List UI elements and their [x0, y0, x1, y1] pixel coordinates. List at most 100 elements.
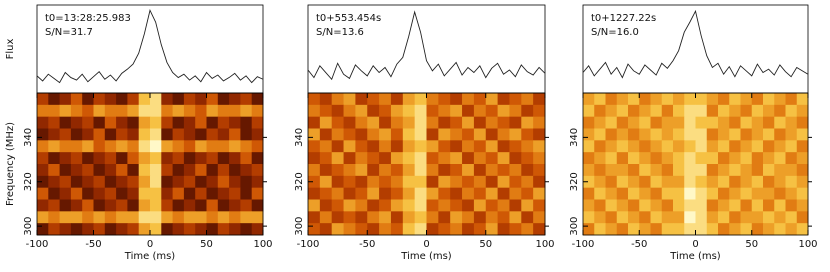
heatmap-cell [673, 128, 685, 141]
heatmap-cell [82, 211, 94, 224]
heatmap-cell [605, 152, 618, 165]
heatmap-cell [426, 140, 439, 153]
heatmap-cell [37, 175, 49, 189]
heatmap-cell [93, 211, 106, 224]
heatmap-cell [605, 164, 618, 177]
heatmap-cell [650, 187, 663, 200]
heatmap-cell [331, 199, 344, 212]
heatmap-cell [195, 175, 207, 189]
heatmap-cell [390, 187, 404, 200]
heatmap-cell [195, 140, 207, 153]
heatmap-cell [308, 104, 321, 118]
heatmap-cell [605, 211, 618, 224]
heatmap-cell [402, 93, 416, 106]
heatmap-cell [251, 104, 264, 118]
heatmap-cell [533, 211, 546, 224]
heatmap-cell [650, 104, 663, 118]
heatmap-cell [684, 211, 696, 224]
heatmap-cell [594, 187, 606, 200]
heatmap-cell [308, 152, 321, 165]
heatmap-cell [93, 152, 106, 165]
heatmap-cell [229, 116, 241, 129]
heatmap-cell [93, 128, 106, 141]
heatmap-cell [485, 104, 498, 118]
heatmap-cell [485, 211, 498, 224]
heatmap-cell [650, 116, 663, 129]
heatmap-cell [343, 93, 356, 106]
heatmap-cell [59, 223, 72, 236]
heatmap-cell [127, 128, 140, 141]
heatmap-cell [438, 128, 451, 141]
heatmap-cell [390, 140, 404, 153]
y-tick-label: 340 [569, 128, 580, 147]
heatmap-cell [195, 211, 207, 224]
heatmap-cell [414, 211, 427, 224]
heatmap-cell [729, 140, 741, 153]
heatmap-cell [93, 164, 106, 177]
heatmap-cell [206, 93, 219, 106]
heatmap-cell [774, 223, 786, 236]
heatmap-cell [319, 104, 333, 118]
heatmap-cell [521, 128, 534, 141]
heatmap-cell [509, 187, 522, 200]
heatmap-cell [740, 128, 753, 141]
heatmap-cell [740, 223, 753, 236]
heatmap-cell [116, 175, 128, 189]
heatmap-cell [229, 104, 241, 118]
heatmap-cell [718, 116, 730, 129]
heatmap-cell [583, 116, 595, 129]
heatmap-cell [594, 104, 606, 118]
heatmap-cell [639, 187, 651, 200]
heatmap-cell [509, 164, 522, 177]
heatmap-cell [70, 104, 83, 118]
heatmap-cell [485, 116, 498, 129]
heatmap-cell [684, 104, 696, 118]
heatmap-cell [605, 187, 618, 200]
heatmap-cell [37, 164, 49, 177]
heatmap-cell [82, 140, 94, 153]
heatmap-cell [138, 116, 151, 129]
annotation: t0+1227.22s [591, 13, 656, 24]
heatmap-cell [379, 116, 392, 129]
heatmap-cell [718, 223, 730, 236]
heatmap-cell [462, 223, 475, 236]
heatmap-cell [485, 223, 498, 236]
heatmap-cell [367, 223, 380, 236]
heatmap-cell [319, 187, 333, 200]
heatmap-cell [695, 93, 708, 106]
heatmap-cell [650, 175, 663, 189]
heatmap-cell [718, 140, 730, 153]
heatmap-cell [240, 164, 253, 177]
heatmap-cell [661, 211, 674, 224]
heatmap-cell [673, 116, 685, 129]
heatmap-cell [414, 164, 427, 177]
heatmap-cell [473, 175, 487, 189]
heatmap-cell [390, 223, 404, 236]
heatmap-cell [639, 152, 651, 165]
heatmap-cell [706, 140, 719, 153]
x-axis-label: Time (ms) [400, 251, 452, 262]
heatmap-cell [150, 93, 162, 106]
heatmap-cell [729, 128, 741, 141]
heatmap-cell [661, 175, 674, 189]
heatmap-cell [150, 104, 162, 118]
heatmap-cell [82, 128, 94, 141]
heatmap-cell [628, 175, 640, 189]
heatmap-cell [217, 164, 230, 177]
heatmap-cell [172, 152, 185, 165]
heatmap-cell [379, 104, 392, 118]
heatmap-cell [729, 223, 741, 236]
heatmap-cell [104, 164, 117, 177]
heatmap-cell [426, 187, 439, 200]
heatmap-cell [183, 199, 196, 212]
heatmap-cell [37, 140, 49, 153]
heatmap-cell [116, 199, 128, 212]
heatmap-cell [70, 211, 83, 224]
heatmap-cell [438, 175, 451, 189]
heatmap-cell [150, 140, 162, 153]
heatmap-cell [127, 175, 140, 189]
heatmap-cell [729, 199, 741, 212]
heatmap-cell [628, 223, 640, 236]
heatmap-cell [217, 152, 230, 165]
heatmap-cell [473, 152, 487, 165]
